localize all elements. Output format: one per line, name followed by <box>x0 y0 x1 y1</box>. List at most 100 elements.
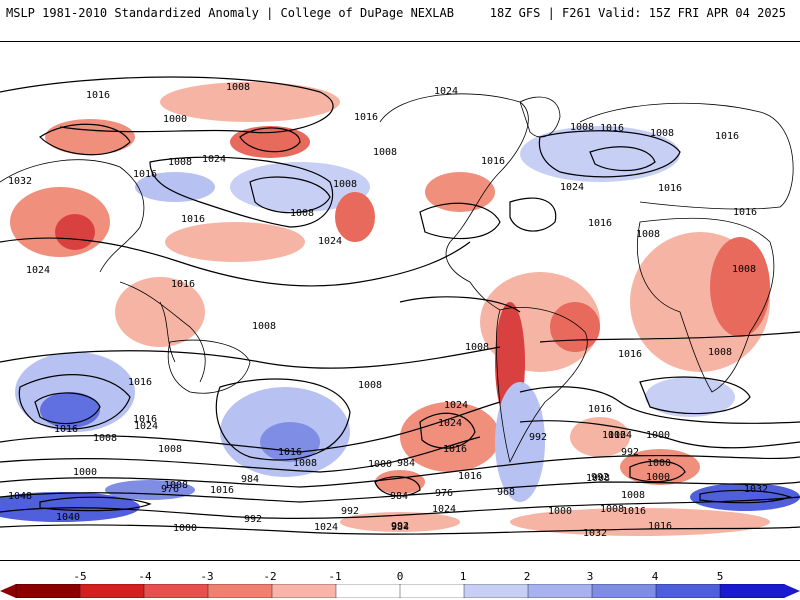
isobar-label: 1008 <box>586 473 610 484</box>
colorbar-swatch <box>591 584 657 598</box>
isobar-label: 1008 <box>290 208 314 219</box>
anomaly-negative <box>165 222 305 262</box>
isobar-label: 1040 <box>56 512 80 523</box>
isobar <box>0 481 800 503</box>
isobar-label: 1008 <box>333 179 357 190</box>
coastline-asia-pacific <box>119 281 206 383</box>
isobar-label: 1024 <box>560 182 584 193</box>
isobar <box>149 156 334 228</box>
anomaly-negative <box>710 237 770 337</box>
isobar <box>509 197 557 232</box>
isobar-label: 1016 <box>210 485 234 496</box>
isobar-label: 1000 <box>368 459 392 470</box>
isobar-label: 1000 <box>647 458 671 469</box>
isobar-label: 1008 <box>93 433 117 444</box>
isobar <box>39 496 152 512</box>
isobar <box>419 412 476 449</box>
isobar-label: 1008 <box>252 321 276 332</box>
isobar <box>419 202 501 240</box>
isobar-label: 1032 <box>8 176 32 187</box>
isobar-label: 1016 <box>86 90 110 101</box>
anomaly-negative <box>335 192 375 242</box>
isobar-label: 992 <box>341 506 359 517</box>
isobar-label: 976 <box>435 488 453 499</box>
isobar-label: 1008 <box>226 82 250 93</box>
isobar-label: 1016 <box>588 404 612 415</box>
isobar-label: 1016 <box>588 218 612 229</box>
coastline-australia <box>167 339 251 394</box>
isobar-label: 1024 <box>444 400 468 411</box>
isobar-label: 1016 <box>443 444 467 455</box>
anomaly-negative <box>550 302 600 352</box>
colorbar-swatch <box>15 584 81 598</box>
isobar-label: 1016 <box>481 156 505 167</box>
isobar-label: 992 <box>591 472 609 483</box>
isobar-label: 1016 <box>458 471 482 482</box>
colorbar-tick-label: -3 <box>200 570 214 583</box>
coastline-greenland <box>519 96 561 138</box>
colorbar-swatch <box>335 584 401 598</box>
isobar-label: 1000 <box>646 472 670 483</box>
anomaly-positive <box>135 172 215 202</box>
isobar-label: 1048 <box>8 491 32 502</box>
colorbar-tick-label: -1 <box>328 570 342 583</box>
coastlines <box>0 93 794 464</box>
isobar <box>0 436 481 473</box>
isobar <box>374 476 421 497</box>
isobar-label: 1008 <box>358 380 382 391</box>
isobar-label: 1032 <box>583 528 607 539</box>
colorbar-tick-label: 3 <box>586 570 594 583</box>
colorbar-tick-label: 0 <box>396 570 404 583</box>
weather-map[interactable]: 1016 1008 1000 1008 1024 1016 1016 1024 1008 1016… <box>0 41 800 561</box>
isobar-label: 1016 <box>733 207 757 218</box>
isobar <box>0 454 800 488</box>
isobar-label: 1024 <box>26 265 50 276</box>
anomaly-positive <box>690 483 800 511</box>
isobar-label: 1016 <box>54 424 78 435</box>
isobar-label: 1024 <box>434 86 458 97</box>
isobar <box>0 76 334 134</box>
isobar <box>39 123 131 156</box>
isobar-label: 1016 <box>715 131 739 142</box>
colorbar-tick-label: 1 <box>459 570 467 583</box>
isobars <box>0 76 800 535</box>
isobar-label: 1016 <box>658 183 682 194</box>
isobar-label: 1016 <box>618 349 642 360</box>
isobar <box>639 376 751 415</box>
isobar-label: 1008 <box>570 122 594 133</box>
anomaly-negative <box>55 214 95 250</box>
isobar-label: 992 <box>621 447 639 458</box>
anomaly-positive <box>0 492 140 522</box>
anomaly-positive <box>40 392 100 428</box>
colorbar-swatch <box>527 584 593 598</box>
isobar <box>399 296 521 313</box>
colorbar-tick-label: -2 <box>263 570 277 583</box>
model-run-info: 18Z GFS | F261 Valid: 15Z FRI APR 04 202… <box>489 6 786 20</box>
colorbar-tick-label: -5 <box>73 570 87 583</box>
isobar-label: 1016 <box>602 430 626 441</box>
colorbar-swatch <box>207 584 273 598</box>
isobar-label: 1008 <box>708 347 732 358</box>
anomaly-negative <box>115 277 205 347</box>
coastline-africa <box>637 217 775 393</box>
isobar-label: 1008 <box>164 480 188 491</box>
coastline-eurasia <box>0 102 794 273</box>
isobar <box>629 460 686 483</box>
isobar <box>0 401 501 453</box>
isobar-label: 992 <box>529 432 547 443</box>
isobar <box>538 130 681 178</box>
isobar-label: 1024 <box>314 522 338 533</box>
isobar-label: 1000 <box>548 506 572 517</box>
isobar-label: 1008 <box>168 157 192 168</box>
isobar-label: 1016 <box>648 521 672 532</box>
isobar-label: 992 <box>244 514 262 525</box>
isobar <box>519 420 800 449</box>
isobar <box>215 378 351 461</box>
isobar <box>699 489 792 504</box>
isobar-label: 1016 <box>622 506 646 517</box>
colorbar: -5 -4 -3 -2 -1 0 1 2 3 4 5 <box>0 570 800 600</box>
isobar-label: 1000 <box>73 467 97 478</box>
colorbar-tick-label: -4 <box>138 570 152 583</box>
colorbar-arrow-right <box>784 584 800 598</box>
colorbar-swatch <box>463 584 529 598</box>
